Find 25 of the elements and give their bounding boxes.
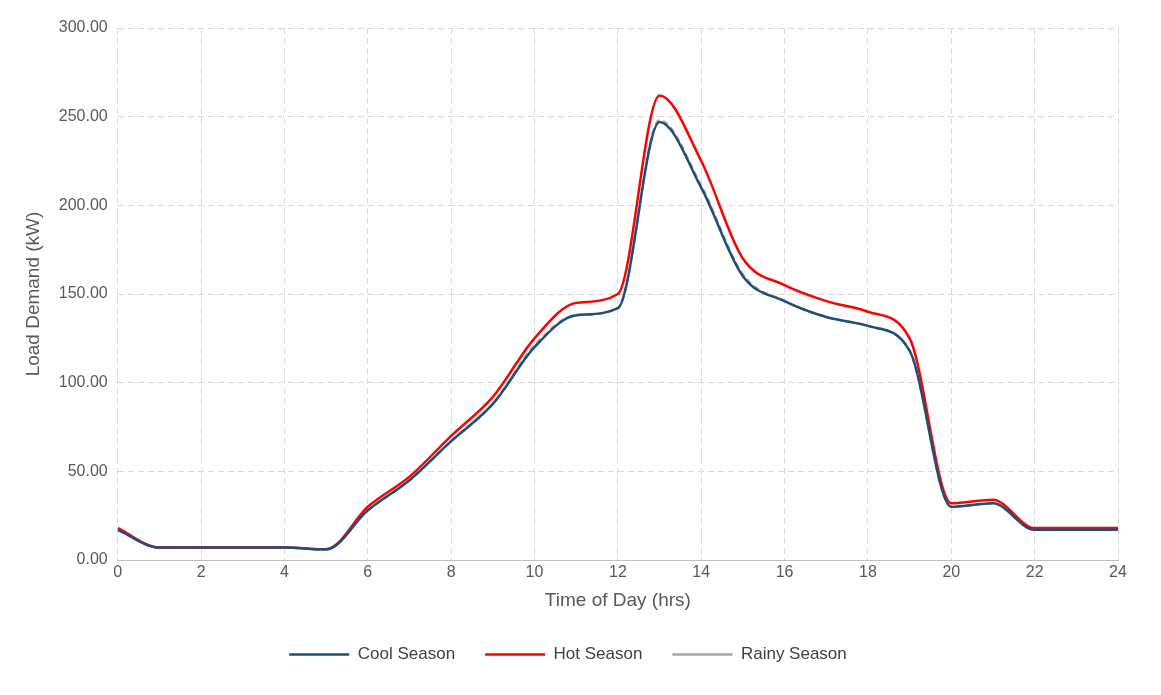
x-tick-label: 6 xyxy=(363,563,373,581)
x-tick-label: 16 xyxy=(775,563,794,581)
x-tick-label: 10 xyxy=(525,563,544,581)
y-tick-label: 300.00 xyxy=(58,18,108,36)
x-tick-label: 14 xyxy=(692,563,711,581)
x-tick-label: 24 xyxy=(1109,563,1127,581)
x-tick-label: 4 xyxy=(279,563,289,581)
x-tick-label: 18 xyxy=(859,563,877,581)
x-tick-label: 12 xyxy=(608,563,627,581)
y-tick-label: 150.00 xyxy=(58,284,108,302)
y-tick-label: 0.00 xyxy=(76,550,108,568)
x-tick-label: 0 xyxy=(113,563,123,581)
y-tick-label: 100.00 xyxy=(58,373,108,391)
y-tick-label: 250.00 xyxy=(58,107,108,125)
y-axis-title: Load Demand (kW) xyxy=(21,211,43,377)
x-tick-label: 20 xyxy=(942,563,961,581)
y-tick-label: 200.00 xyxy=(58,195,108,213)
x-tick-label: 8 xyxy=(446,563,456,581)
x-axis-title: Time of Day (hrs) xyxy=(544,588,691,610)
legend-label: Rainy Season xyxy=(740,644,847,664)
x-tick-label: 2 xyxy=(196,563,206,581)
x-tick-label: 22 xyxy=(1025,563,1044,581)
legend-label: Cool Season xyxy=(357,644,456,664)
y-tick-label: 50.00 xyxy=(67,461,108,479)
legend-label: Hot Season xyxy=(553,644,643,664)
